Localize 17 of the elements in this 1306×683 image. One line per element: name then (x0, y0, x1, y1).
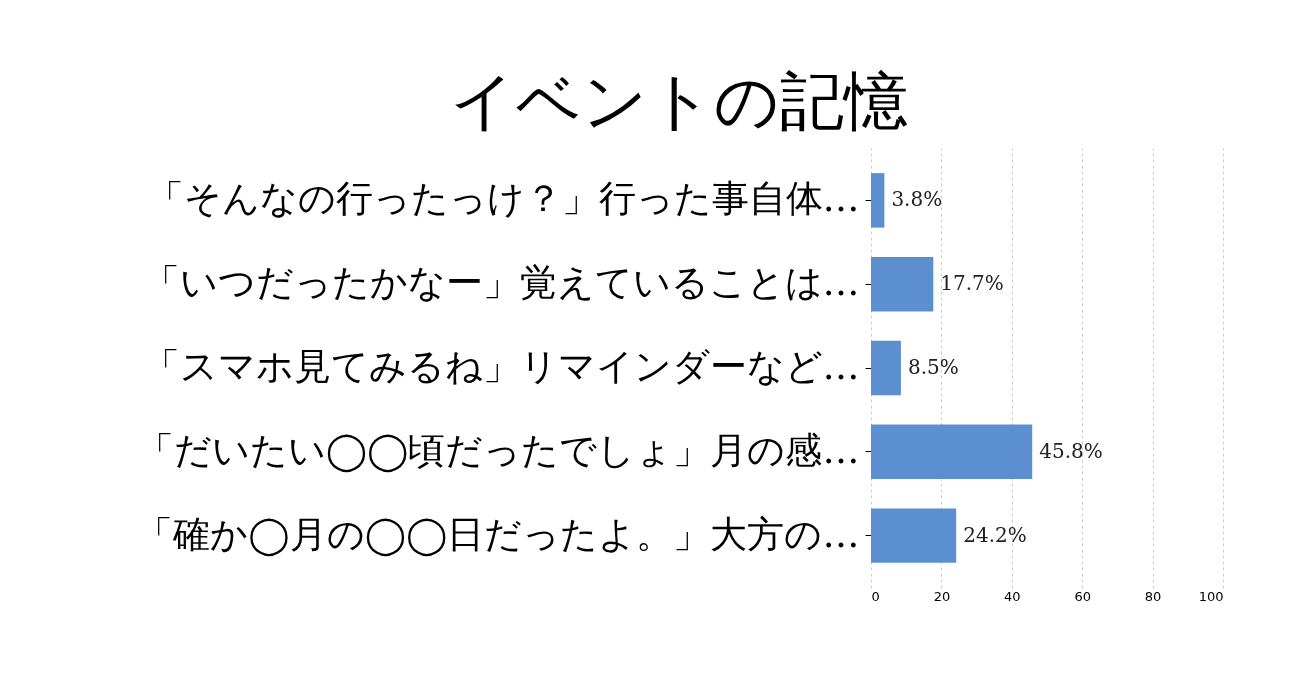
data-label: 45.8% (1039, 438, 1103, 463)
data-label: 24.2% (963, 522, 1027, 547)
x-tick-label: 40 (1004, 588, 1021, 604)
x-tick-label: 100 (1198, 588, 1224, 604)
data-label: 17.7% (940, 271, 1004, 296)
data-label: 8.5% (907, 355, 959, 379)
y-tick-label: 「確か◯月の◯◯日だったよ。」大方の… (136, 512, 860, 557)
y-tick-label: 「そんなの行ったっけ？」行った事自体… (146, 177, 860, 221)
x-tick-label: 0 (871, 588, 880, 604)
x-tick-label: 60 (1074, 588, 1091, 604)
y-tick-label: 「だいたい◯◯頃だったでしょ」月の感… (136, 428, 860, 473)
chart-title: イベントの記憶 (450, 64, 909, 138)
x-tick-label: 80 (1144, 588, 1162, 604)
x-tick-label: 20 (933, 588, 951, 604)
y-tick-label: 「スマホ見てみるね」リマインダーなど… (142, 345, 860, 388)
data-label: 3.8% (891, 187, 943, 212)
y-tick-label: 「いつだったかなー」覚えていることは… (142, 261, 860, 305)
